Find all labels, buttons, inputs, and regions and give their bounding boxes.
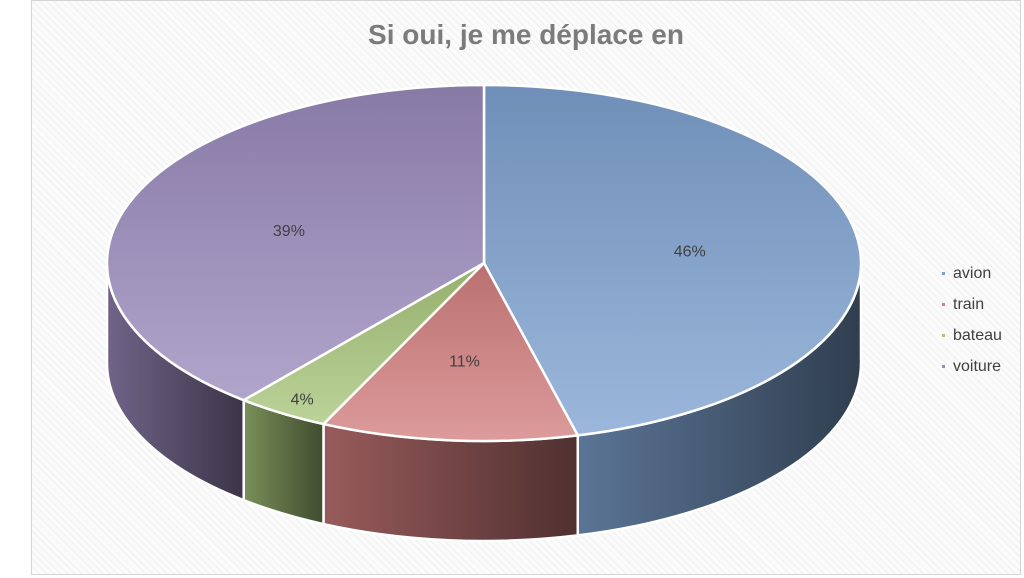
- legend-item-bateau: bateau: [942, 320, 1002, 351]
- chart-area: Si oui, je me déplace en 46% 11% 4% 39% avi…: [31, 0, 1021, 575]
- legend-item-train: train: [942, 289, 1002, 320]
- legend: avion train bateau voiture: [942, 258, 1002, 382]
- legend-item-avion: avion: [942, 258, 1002, 289]
- pie-slice-voiture: [105, 83, 486, 402]
- pie-slice-avion: [482, 83, 863, 437]
- legend-marker: [942, 365, 945, 368]
- chart-title: Si oui, je me déplace en: [368, 19, 684, 50]
- legend-marker: [942, 334, 945, 337]
- pie-slice-train: [322, 261, 580, 443]
- data-label-avion: 46%: [674, 244, 706, 261]
- data-label-train: 11%: [449, 353, 480, 370]
- pie-chart: 46% 11% 4% 39%: [105, 83, 863, 543]
- legend-label: train: [953, 295, 985, 313]
- legend-label: avion: [953, 264, 992, 282]
- data-label-voiture: 39%: [273, 223, 305, 240]
- legend-label: bateau: [953, 326, 1002, 344]
- legend-label: voiture: [953, 357, 1002, 375]
- legend-marker: [942, 272, 945, 275]
- data-label-bateau: 4%: [291, 391, 314, 408]
- legend-item-voiture: voiture: [942, 351, 1002, 382]
- legend-marker: [942, 303, 945, 306]
- pie-side-train: [322, 422, 580, 543]
